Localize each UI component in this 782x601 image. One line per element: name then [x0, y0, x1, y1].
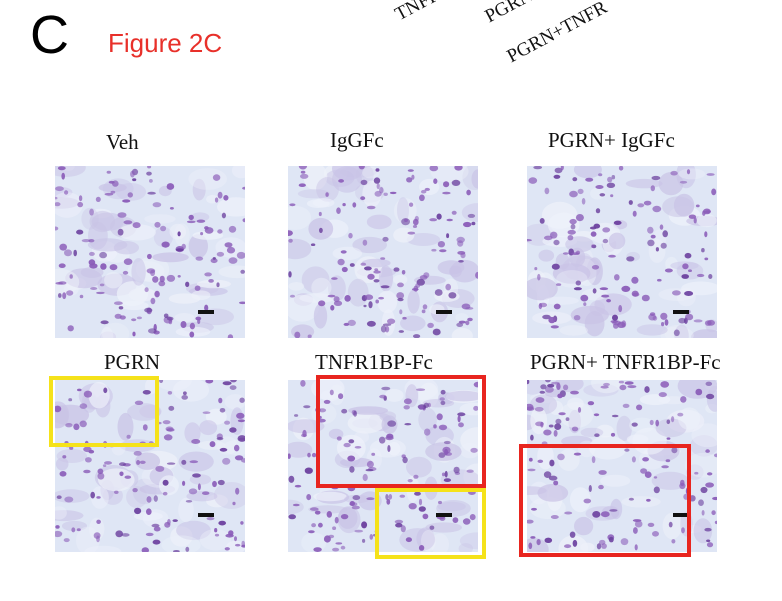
micrograph-pgrn-iggfc — [527, 166, 717, 338]
scale-bar — [436, 513, 452, 517]
scale-bar — [198, 310, 214, 314]
panel-label-pgrn-tnfr1bp-fc: PGRN+ TNFR1BP-Fc — [530, 350, 721, 374]
micrograph-pgrn — [55, 380, 245, 552]
tissue-texture — [288, 380, 478, 552]
scale-bar — [673, 513, 689, 517]
rotated-label-1: TNFR — [391, 0, 445, 26]
scale-bar — [673, 310, 689, 314]
tissue-texture — [288, 166, 478, 338]
micrograph-iggfc — [288, 166, 478, 338]
panel-label-iggfc: IgGFc — [330, 128, 384, 152]
micrograph-veh — [55, 166, 245, 338]
tissue-texture — [527, 380, 717, 552]
panel-label-veh: Veh — [106, 130, 139, 154]
scale-bar — [436, 310, 452, 314]
panel-label-tnfr1bp-fc: TNFR1BP-Fc — [315, 350, 433, 374]
panel-letter: C — [30, 5, 69, 65]
panel-label-pgrn: PGRN — [104, 350, 161, 374]
panel-label-pgrn-iggfc: PGRN+ IgGFc — [548, 128, 675, 152]
figure-title: Figure 2C — [108, 28, 223, 58]
rotated-label-2: PGRN — [481, 0, 537, 28]
tissue-texture — [527, 166, 717, 338]
micrograph-pgrn-tnfr1bp-fc — [527, 380, 717, 552]
tissue-texture — [55, 166, 245, 338]
tissue-texture — [55, 380, 245, 552]
scale-bar — [198, 513, 214, 517]
micrograph-tnfr1bp-fc — [288, 380, 478, 552]
